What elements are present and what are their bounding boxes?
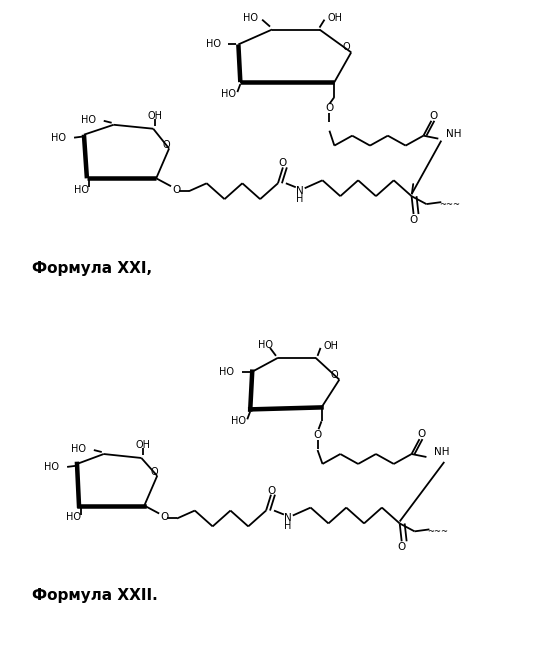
Text: NH: NH (446, 128, 462, 138)
Text: N: N (296, 186, 304, 196)
Text: HO: HO (222, 89, 236, 99)
Text: O: O (160, 513, 168, 523)
Text: O: O (313, 430, 322, 440)
Text: HO: HO (66, 513, 81, 523)
Text: O: O (410, 215, 418, 225)
Text: HO: HO (74, 185, 89, 195)
Text: O: O (417, 429, 426, 439)
Text: HO: HO (258, 340, 273, 350)
Text: H: H (296, 194, 304, 204)
Text: O: O (325, 103, 334, 113)
Text: O: O (429, 111, 438, 121)
Text: O: O (267, 486, 275, 496)
Text: HO: HO (44, 462, 59, 472)
Text: OH: OH (136, 440, 151, 450)
Text: HO: HO (206, 40, 220, 50)
Text: HO: HO (81, 115, 96, 125)
Text: HO: HO (243, 13, 258, 23)
Text: NH: NH (434, 447, 450, 457)
Text: OH: OH (323, 341, 339, 351)
Text: Формула XXII.: Формула XXII. (32, 588, 158, 603)
Text: HO: HO (51, 132, 66, 142)
Text: H: H (284, 521, 292, 532)
Text: O: O (342, 42, 350, 52)
Text: O: O (162, 140, 170, 150)
Text: O: O (279, 159, 287, 169)
Text: O: O (330, 370, 338, 380)
Text: O: O (150, 467, 158, 477)
Text: O: O (172, 185, 180, 195)
Text: OH: OH (148, 111, 162, 121)
Text: N: N (284, 513, 292, 523)
Text: O: O (398, 542, 406, 552)
Text: HO: HO (71, 444, 86, 454)
Text: HO: HO (219, 367, 235, 377)
Text: Формула XXI,: Формула XXI, (32, 261, 153, 276)
Text: ~~~: ~~~ (427, 527, 449, 536)
Text: HO: HO (231, 416, 246, 426)
Text: OH: OH (328, 13, 342, 23)
Text: ~~~: ~~~ (439, 200, 460, 208)
